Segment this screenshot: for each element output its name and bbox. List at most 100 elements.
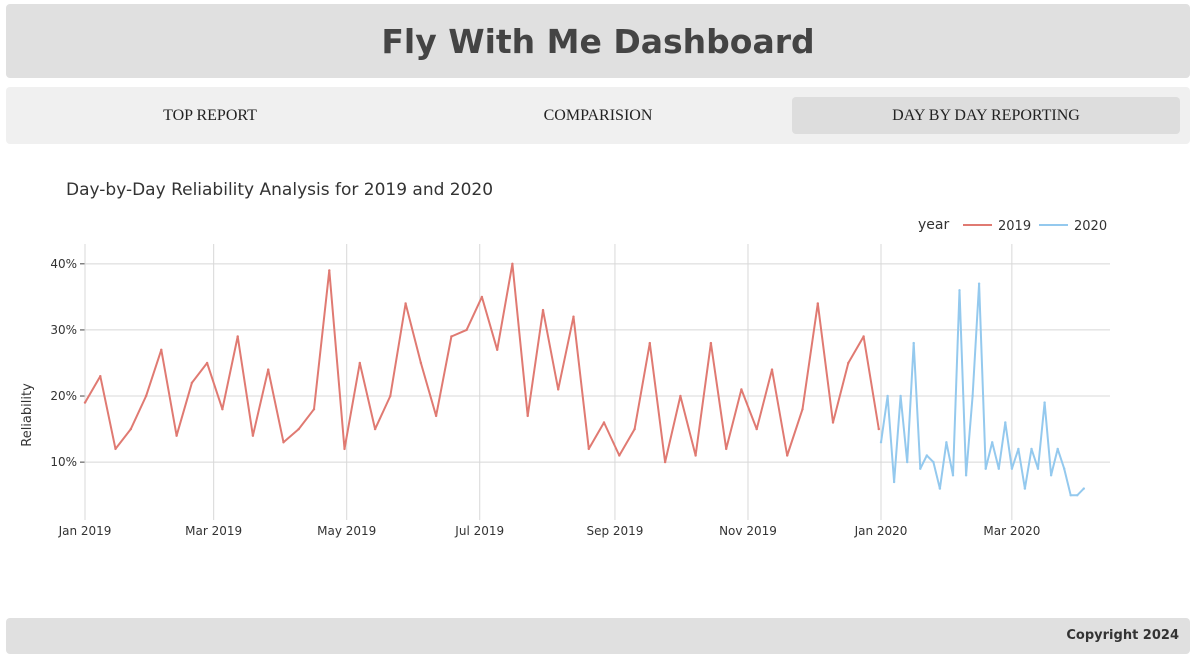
data-point-2019 <box>602 421 606 424</box>
series-line-2020[interactable] <box>880 282 1085 497</box>
chart-title: Day-by-Day Reliability Analysis for 2019… <box>66 180 493 200</box>
data-point-2020 <box>971 394 974 398</box>
legend-item-2020[interactable]: 2020 <box>1074 219 1107 234</box>
data-point-2019 <box>740 388 743 391</box>
data-point-2019 <box>541 308 545 312</box>
data-point-2020 <box>964 474 968 477</box>
data-point-2019 <box>725 447 728 451</box>
x-tick-label: May 2019 <box>317 524 376 538</box>
x-tick-label: Mar 2019 <box>185 524 242 538</box>
data-point-2020 <box>945 441 948 444</box>
data-point-2019 <box>694 454 697 457</box>
data-point-2019 <box>175 434 178 437</box>
x-tick-label: Sep 2019 <box>586 524 643 538</box>
data-point-2019 <box>770 368 774 371</box>
data-point-2019 <box>679 394 682 398</box>
legend-item-2019[interactable]: 2019 <box>998 219 1031 234</box>
data-point-2019 <box>480 295 484 299</box>
data-point-2019 <box>633 427 636 431</box>
data-point-2020 <box>951 474 955 477</box>
data-point-2020 <box>925 454 928 457</box>
data-point-2020 <box>932 460 935 464</box>
data-point-2020 <box>977 282 981 285</box>
data-point-2019 <box>419 361 423 365</box>
data-point-2020 <box>958 289 961 292</box>
legend: year 2019 2020 <box>918 217 1107 234</box>
data-point-2020 <box>1010 467 1014 470</box>
data-point-2019 <box>526 414 529 418</box>
data-point-2019 <box>572 315 575 318</box>
data-point-2020 <box>1030 447 1033 451</box>
page-title: Fly With Me Dashboard <box>381 21 815 61</box>
copyright-text: Copyright 2024 <box>1066 628 1179 643</box>
data-point-2019 <box>297 427 300 431</box>
data-point-2019 <box>129 427 132 431</box>
page-header: Fly With Me Dashboard <box>6 4 1190 78</box>
x-tick-label: Nov 2019 <box>719 524 777 538</box>
data-point-2020 <box>906 460 909 464</box>
nav-tabs: TOP REPORT COMPARISION DAY BY DAY REPORT… <box>6 87 1190 144</box>
tab-comparision[interactable]: COMPARISION <box>543 106 653 124</box>
data-point-2019 <box>877 427 880 431</box>
data-point-2020 <box>1082 487 1086 490</box>
data-point-2019 <box>755 427 758 431</box>
data-point-2019 <box>312 408 316 411</box>
data-point-2019 <box>328 269 331 272</box>
data-point-2019 <box>236 335 239 338</box>
data-point-2020 <box>1004 421 1007 424</box>
data-point-2019 <box>709 341 713 345</box>
data-point-2019 <box>99 375 102 378</box>
data-point-2019 <box>114 447 117 451</box>
reliability-chart: Day-by-Day Reliability Analysis for 2019… <box>0 160 1200 610</box>
data-point-2019 <box>404 302 407 305</box>
data-point-2019 <box>144 394 148 398</box>
y-tick-label: 40% <box>50 257 77 271</box>
data-point-2019 <box>83 401 87 404</box>
data-point-2020 <box>892 480 896 484</box>
data-point-2019 <box>389 394 392 398</box>
data-point-2019 <box>205 361 209 365</box>
data-point-2020 <box>886 394 889 398</box>
data-point-2020 <box>938 487 942 490</box>
data-point-2020 <box>991 441 994 444</box>
data-point-2019 <box>282 441 285 444</box>
x-tick-label: Jan 2019 <box>58 524 112 538</box>
data-point-2019 <box>816 302 819 305</box>
data-point-2020 <box>1049 474 1053 477</box>
data-point-2019 <box>358 361 361 365</box>
data-point-2019 <box>343 447 346 451</box>
series-line-2019[interactable] <box>84 262 880 464</box>
y-tick-label: 10% <box>50 455 77 469</box>
data-point-2019 <box>373 427 377 431</box>
y-tick-label: 30% <box>50 323 77 337</box>
x-tick-label: Jan 2020 <box>854 524 908 538</box>
data-point-2019 <box>511 262 514 265</box>
plot-area: 10% 20% 30% 40% Jan 2019 Mar 2019 May 2019 Jul … <box>50 244 1110 538</box>
data-point-2019 <box>618 454 621 457</box>
data-point-2020 <box>1023 487 1027 490</box>
data-point-2019 <box>786 454 789 457</box>
data-point-2019 <box>450 335 453 338</box>
data-point-2020 <box>899 394 902 398</box>
data-point-2020 <box>1069 494 1072 497</box>
tab-day-by-day-reporting[interactable]: DAY BY DAY REPORTING <box>792 97 1180 134</box>
data-point-2020 <box>984 467 987 470</box>
data-point-2019 <box>221 408 224 411</box>
y-tick-label: 20% <box>50 389 77 403</box>
y-axis-label: Reliability <box>20 383 35 447</box>
data-point-2019 <box>160 348 163 351</box>
data-point-2019 <box>190 381 194 384</box>
data-point-2020 <box>912 341 915 345</box>
data-point-2019 <box>831 421 835 424</box>
data-point-2020 <box>919 467 922 470</box>
data-point-2020 <box>1017 447 1020 451</box>
data-point-2019 <box>496 348 499 351</box>
tab-top-report[interactable]: TOP REPORT <box>163 106 257 124</box>
data-point-2020 <box>879 441 883 444</box>
data-point-2019 <box>862 335 865 338</box>
x-tick-label: Jul 2019 <box>454 524 504 538</box>
data-point-2020 <box>1076 494 1079 497</box>
data-point-2019 <box>587 447 590 451</box>
data-point-2019 <box>663 460 667 464</box>
chart-svg: Day-by-Day Reliability Analysis for 2019… <box>20 180 1110 538</box>
